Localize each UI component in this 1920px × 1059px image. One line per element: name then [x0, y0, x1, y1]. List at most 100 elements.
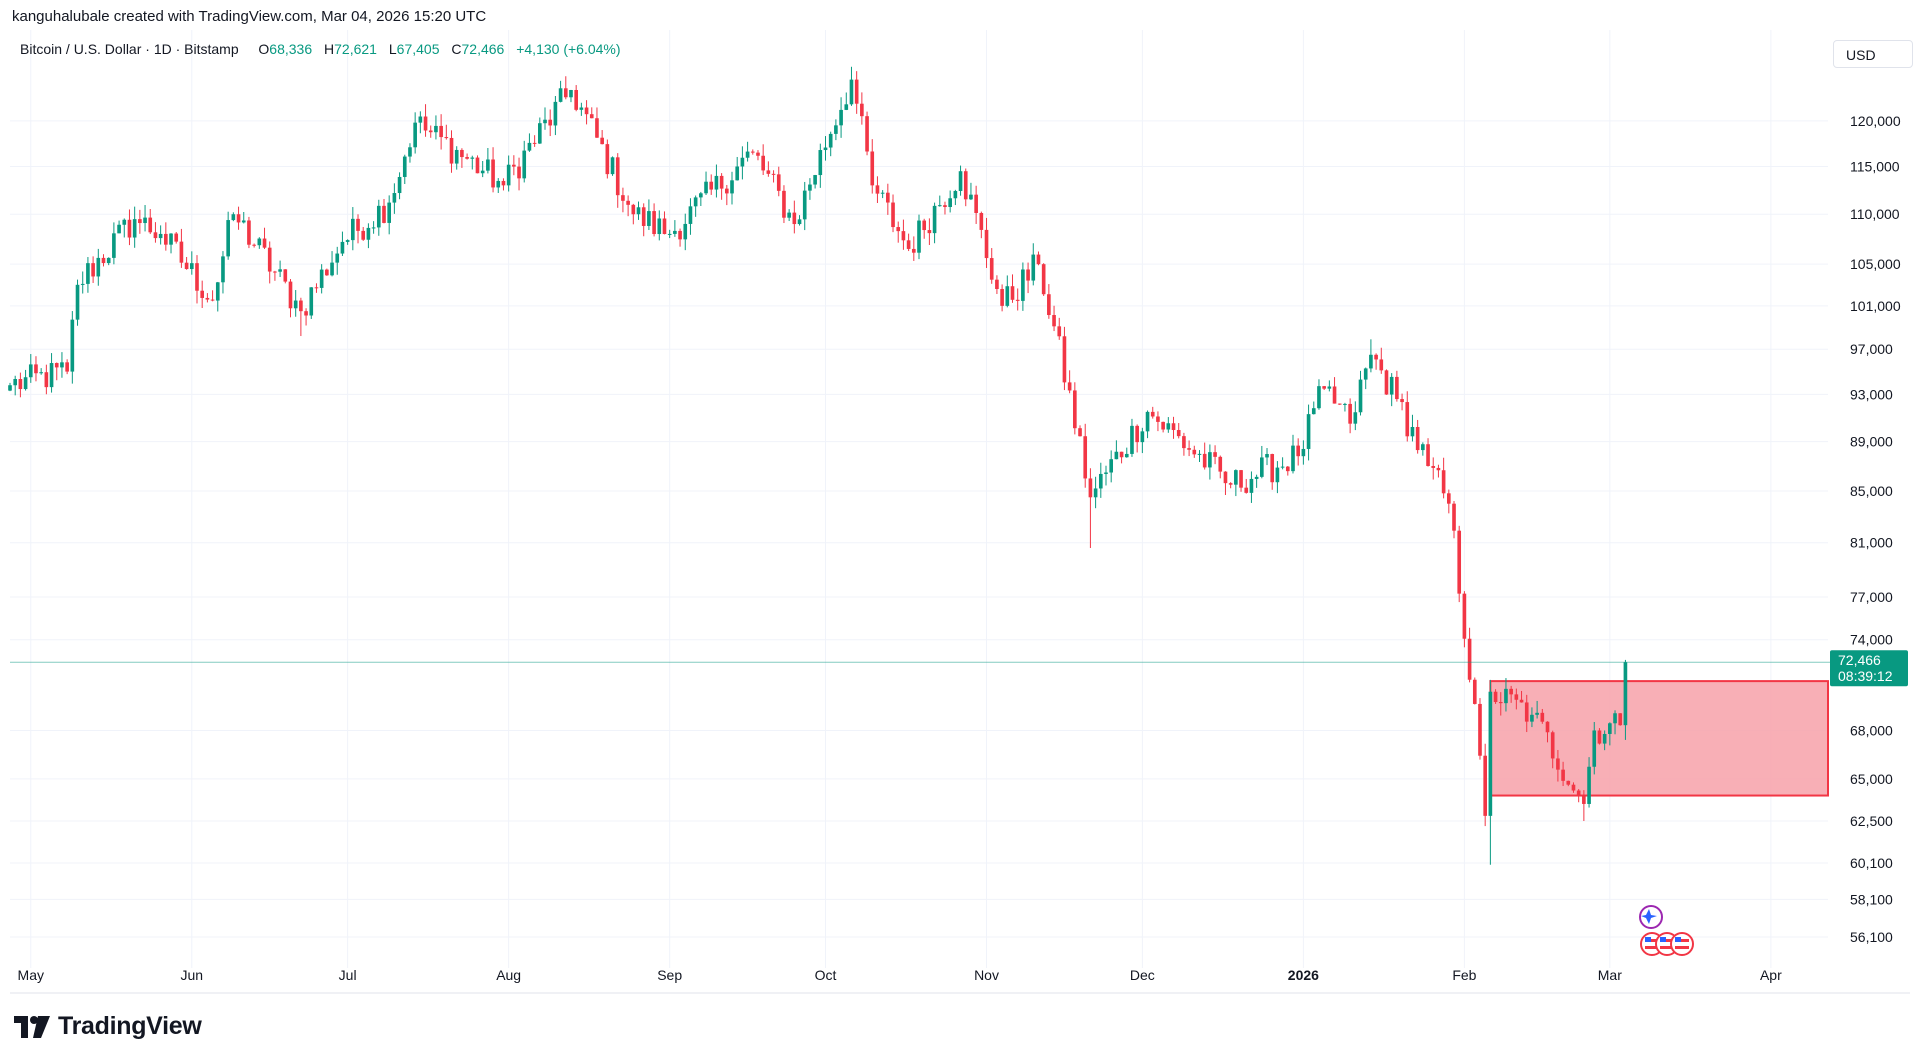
candle-body[interactable]	[1623, 662, 1628, 726]
candle-body[interactable]	[138, 219, 142, 224]
candle-body[interactable]	[1254, 476, 1259, 479]
candle-body[interactable]	[1285, 466, 1290, 472]
candle-body[interactable]	[475, 157, 480, 174]
candle-body[interactable]	[662, 218, 667, 235]
candle-body[interactable]	[13, 379, 18, 386]
candle-body[interactable]	[636, 207, 641, 215]
candle-body[interactable]	[1010, 286, 1015, 300]
candle-body[interactable]	[693, 197, 698, 207]
candle-body[interactable]	[1021, 269, 1025, 301]
candle-body[interactable]	[1472, 679, 1477, 704]
candle-body[interactable]	[1156, 416, 1160, 422]
candle-body[interactable]	[532, 142, 537, 144]
candle-body[interactable]	[1369, 354, 1373, 369]
candle-body[interactable]	[1239, 470, 1243, 488]
candle-body[interactable]	[828, 133, 833, 148]
candle-body[interactable]	[28, 364, 33, 378]
candle-body[interactable]	[688, 206, 693, 224]
candle-body[interactable]	[106, 257, 111, 264]
candle-body[interactable]	[943, 205, 947, 208]
candle-body[interactable]	[1098, 473, 1103, 489]
candle-body[interactable]	[454, 149, 459, 164]
candle-body[interactable]	[1343, 403, 1347, 405]
candle-body[interactable]	[1244, 487, 1249, 493]
candle-body[interactable]	[1504, 688, 1508, 704]
candle-body[interactable]	[704, 181, 708, 194]
candle-body[interactable]	[179, 241, 184, 263]
candle-body[interactable]	[247, 220, 251, 245]
candle-body[interactable]	[231, 214, 236, 221]
candle-body[interactable]	[1161, 421, 1165, 430]
candle-body[interactable]	[1337, 403, 1342, 405]
candle-body[interactable]	[1213, 452, 1217, 457]
candle-body[interactable]	[937, 205, 942, 207]
candle-body[interactable]	[44, 372, 49, 388]
candle-body[interactable]	[148, 217, 153, 233]
candle-body[interactable]	[699, 193, 703, 198]
candle-body[interactable]	[226, 220, 230, 257]
candle-body[interactable]	[1556, 758, 1560, 770]
candle-body[interactable]	[563, 88, 568, 98]
candle-body[interactable]	[579, 107, 584, 110]
candle-body[interactable]	[267, 247, 272, 272]
candle-body[interactable]	[1124, 453, 1129, 458]
candle-body[interactable]	[434, 125, 438, 133]
candle-body[interactable]	[1421, 444, 1425, 451]
candle-body[interactable]	[215, 282, 220, 301]
candle-body[interactable]	[589, 114, 594, 119]
candle-body[interactable]	[1571, 784, 1576, 791]
candle-body[interactable]	[221, 256, 225, 283]
candle-body[interactable]	[117, 224, 121, 234]
candle-body[interactable]	[1192, 449, 1197, 455]
candle-body[interactable]	[387, 202, 392, 223]
candle-body[interactable]	[1140, 431, 1145, 443]
candle-body[interactable]	[537, 123, 542, 144]
candle-body[interactable]	[1426, 444, 1430, 467]
candle-body[interactable]	[1182, 436, 1186, 449]
candle-body[interactable]	[241, 220, 246, 223]
candle-body[interactable]	[49, 363, 54, 388]
candle-body[interactable]	[382, 205, 386, 223]
candle-body[interactable]	[1405, 402, 1410, 437]
candle-body[interactable]	[911, 248, 916, 253]
candle-body[interactable]	[1026, 269, 1030, 281]
candle-body[interactable]	[735, 166, 740, 181]
candle-body[interactable]	[1031, 254, 1036, 281]
candle-body[interactable]	[460, 149, 464, 158]
candle-body[interactable]	[927, 230, 932, 234]
candle-body[interactable]	[23, 377, 28, 390]
candle-body[interactable]	[75, 284, 80, 320]
candle-body[interactable]	[413, 122, 417, 148]
candle-body[interactable]	[1597, 730, 1602, 744]
candle-body[interactable]	[402, 156, 407, 177]
candle-body[interactable]	[86, 263, 90, 284]
candle-body[interactable]	[428, 130, 433, 133]
candle-body[interactable]	[1260, 457, 1264, 477]
candle-body[interactable]	[408, 147, 412, 157]
candle-body[interactable]	[319, 269, 324, 288]
candle-body[interactable]	[724, 188, 729, 194]
candle-body[interactable]	[444, 137, 449, 139]
candle-body[interactable]	[1358, 379, 1363, 413]
candle-body[interactable]	[1363, 368, 1368, 380]
candle-body[interactable]	[989, 258, 994, 280]
candle-body[interactable]	[1592, 730, 1597, 767]
candle-body[interactable]	[1618, 713, 1623, 726]
candle-body[interactable]	[1519, 699, 1524, 703]
candle-body[interactable]	[626, 200, 630, 205]
candle-body[interactable]	[1462, 593, 1467, 639]
candle-body[interactable]	[792, 212, 797, 225]
candle-body[interactable]	[376, 205, 381, 228]
candle-body[interactable]	[875, 185, 880, 194]
candle-body[interactable]	[330, 262, 334, 276]
candle-body[interactable]	[740, 157, 745, 167]
candle-body[interactable]	[652, 211, 656, 235]
candle-body[interactable]	[1296, 445, 1301, 457]
candle-body[interactable]	[1202, 453, 1207, 468]
candle-body[interactable]	[1301, 448, 1306, 457]
candle-body[interactable]	[205, 297, 210, 300]
candle-body[interactable]	[309, 287, 314, 316]
candle-body[interactable]	[8, 385, 12, 391]
candle-body[interactable]	[1467, 638, 1472, 680]
candle-body[interactable]	[1041, 264, 1046, 295]
